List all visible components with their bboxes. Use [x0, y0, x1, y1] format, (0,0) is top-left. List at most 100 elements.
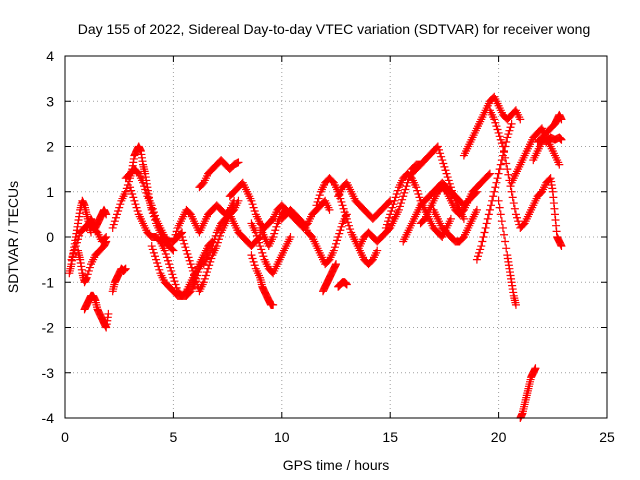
data-point [167, 266, 176, 275]
data-point [249, 257, 258, 266]
data-point [140, 182, 149, 191]
data-point [497, 139, 506, 148]
data-point [485, 205, 494, 214]
data-point [493, 125, 502, 134]
data-point [341, 211, 350, 220]
data-point [128, 190, 137, 199]
series-track-37 [537, 174, 566, 251]
data-point [149, 248, 158, 257]
data-point [74, 235, 83, 244]
series-track-11 [169, 196, 239, 246]
data-point [257, 245, 266, 254]
data-point [514, 217, 523, 226]
data-point [314, 194, 323, 203]
data-point [484, 170, 493, 179]
data-point [476, 245, 485, 254]
series-track-22 [334, 278, 351, 291]
data-point [507, 119, 516, 128]
data-point [496, 135, 505, 144]
data-point [259, 252, 268, 261]
data-point [114, 206, 123, 215]
data-point [83, 270, 92, 279]
y-tick-label: 1 [46, 184, 54, 200]
data-point [472, 255, 481, 264]
data-point [313, 197, 322, 206]
data-point [110, 217, 119, 226]
data-point [497, 217, 506, 226]
data-point [150, 252, 159, 261]
data-point [437, 152, 446, 161]
data-point [337, 197, 346, 206]
data-point [335, 229, 344, 238]
data-point [102, 210, 111, 219]
y-axis-label: SDTVAR / TECUs [5, 181, 21, 293]
data-point [155, 265, 164, 274]
data-point [387, 206, 396, 215]
data-point [205, 261, 214, 270]
data-point [166, 263, 175, 272]
data-point [487, 201, 496, 210]
data-point [247, 251, 256, 260]
data-point [168, 270, 177, 279]
data-point [132, 203, 141, 212]
data-point [152, 255, 161, 264]
series-track-17 [247, 219, 295, 278]
data-point [511, 300, 520, 309]
data-point [82, 273, 91, 282]
data-point [498, 142, 507, 151]
data-point [490, 115, 499, 124]
data-point [484, 210, 493, 219]
data-point [516, 115, 525, 124]
data-point [385, 197, 394, 206]
data-point [495, 165, 504, 174]
y-tick-label: 0 [46, 229, 54, 245]
x-axis-label: GPS time / hours [283, 457, 390, 473]
data-point [181, 243, 190, 252]
series-track-5 [82, 205, 111, 232]
data-point [393, 186, 402, 195]
series-track-4 [80, 291, 113, 332]
data-point [444, 176, 453, 185]
data-point [85, 263, 94, 272]
data-point [108, 223, 117, 232]
data-point [384, 217, 393, 226]
data-point [115, 203, 124, 212]
data-point [511, 210, 520, 219]
data-point [506, 123, 515, 132]
data-point [445, 179, 454, 188]
data-point [503, 133, 512, 142]
data-point [501, 237, 510, 246]
data-point [203, 268, 212, 277]
series-track-30 [459, 92, 525, 160]
data-point [490, 187, 499, 196]
data-point [401, 185, 410, 194]
data-point [255, 238, 264, 247]
data-point [395, 202, 404, 211]
data-point [400, 188, 409, 197]
data-point [142, 188, 151, 197]
series-track-15 [225, 178, 291, 232]
data-point [482, 219, 491, 228]
data-point [398, 195, 407, 204]
data-point [385, 213, 394, 222]
data-point [513, 213, 522, 222]
data-point [72, 238, 81, 247]
data-point [121, 264, 130, 273]
data-point [270, 229, 279, 238]
data-point [269, 233, 278, 241]
y-tick-label: -3 [42, 365, 55, 381]
data-point [503, 165, 512, 174]
data-point [334, 233, 343, 241]
data-point [446, 214, 455, 223]
series-track-10 [147, 237, 217, 300]
data-point [342, 280, 351, 289]
data-point [168, 245, 177, 254]
data-point [249, 203, 258, 212]
data-point [483, 214, 492, 223]
data-point [129, 193, 138, 202]
data-point [332, 239, 340, 248]
data-point [399, 192, 408, 201]
data-point [68, 252, 77, 261]
data-point [139, 178, 148, 187]
data-point [153, 259, 162, 268]
